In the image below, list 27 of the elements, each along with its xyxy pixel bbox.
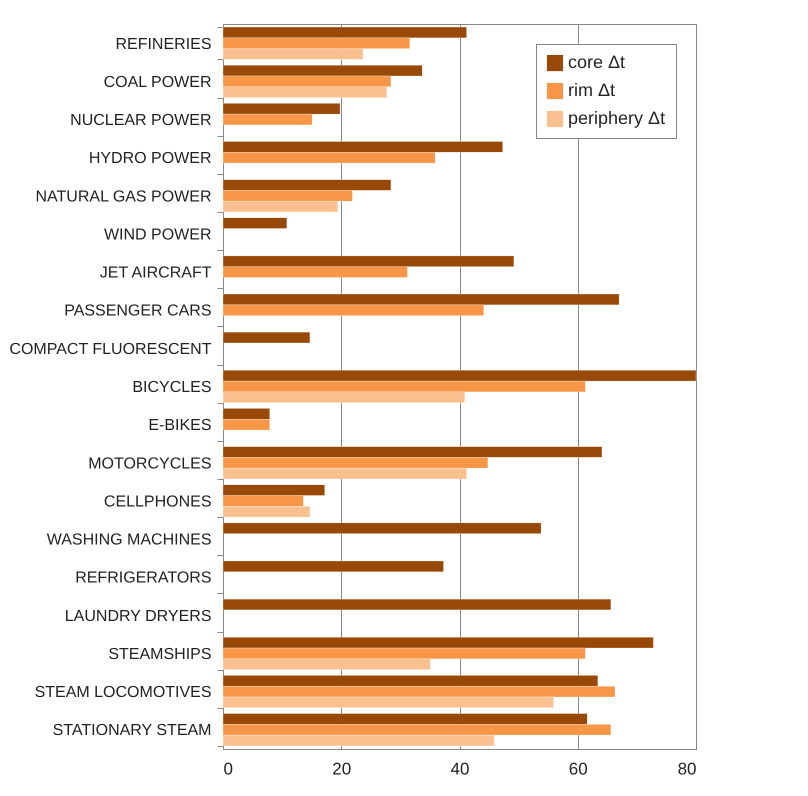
y-tick-label: WIND POWER bbox=[104, 226, 212, 244]
y-tick-label: PASSENGER CARS bbox=[64, 302, 212, 320]
y-tick-label: NATURAL GAS POWER bbox=[35, 188, 212, 206]
legend-label: core Δt bbox=[568, 52, 626, 72]
y-tick-label: LAUNDRY DRYERS bbox=[64, 608, 212, 625]
y-tick-label: REFRIGERATORS bbox=[75, 570, 212, 587]
y-tick-label: COMPACT FLUORESCENT bbox=[9, 340, 212, 358]
x-tick-label: 80 bbox=[678, 760, 696, 778]
y-tick-label: MOTORCYCLES bbox=[88, 455, 212, 472]
legend-label: rim Δt bbox=[568, 80, 616, 100]
y-tick-label: JET AIRCRAFT bbox=[100, 264, 212, 282]
x-tick-label: 60 bbox=[568, 760, 588, 778]
x-tick-label: 0 bbox=[224, 760, 233, 778]
y-tick-label: E-BIKES bbox=[148, 417, 212, 434]
x-tick-label: 40 bbox=[450, 760, 470, 778]
y-tick-label: REFINERIES bbox=[115, 36, 212, 53]
y-tick-label: WASHING MACHINES bbox=[46, 532, 212, 549]
x-tick-label: 20 bbox=[332, 760, 352, 778]
y-tick-label: HYDRO POWER bbox=[88, 150, 212, 168]
y-tick-label: STEAMSHIPS bbox=[108, 646, 212, 663]
legend-label: periphery Δt bbox=[568, 108, 666, 128]
y-tick-label: CELLPHONES bbox=[104, 493, 212, 510]
y-tick-label: NUCLEAR POWER bbox=[70, 112, 212, 130]
y-tick-label: STEAM LOCOMOTIVES bbox=[34, 684, 212, 702]
y-tick-label: STATIONARY STEAM bbox=[52, 722, 212, 740]
y-tick-label: BICYCLES bbox=[132, 379, 212, 396]
y-tick-label: COAL POWER bbox=[104, 74, 212, 91]
